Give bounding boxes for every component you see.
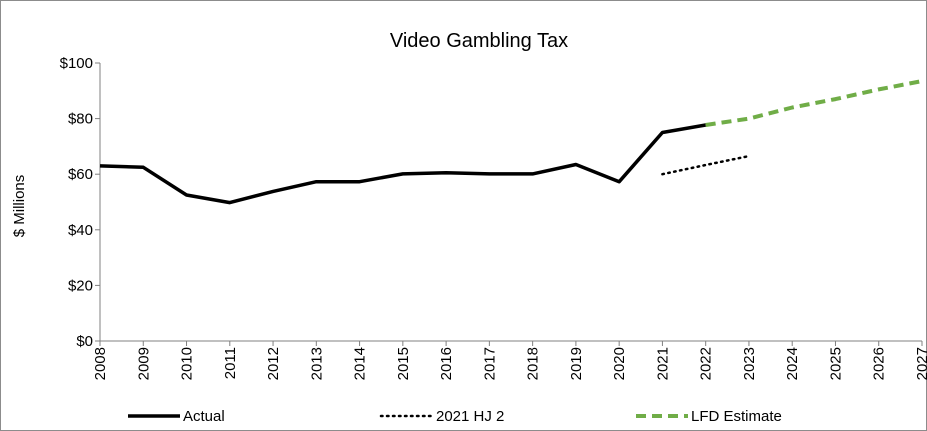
x-tick-label: 2015 <box>395 347 412 380</box>
y-axis-label: $ Millions <box>11 175 28 238</box>
y-tick-label: $20 <box>68 277 93 294</box>
y-tick-label: $80 <box>68 111 93 128</box>
x-tick-label: 2012 <box>265 347 282 380</box>
x-tick-label: 2026 <box>871 347 888 380</box>
series-line-actual <box>99 123 706 205</box>
x-tick-label: 2021 <box>654 347 671 380</box>
series-line-2021-hj-2 <box>661 154 751 176</box>
y-tick-label: $0 <box>76 333 93 350</box>
y-tick-label: $100 <box>60 55 93 72</box>
x-tick-label: 2018 <box>525 347 542 380</box>
chart-title: Video Gambling Tax <box>390 30 568 52</box>
series-lines <box>99 79 923 205</box>
y-tick-labels: $0 $20 $40 $60 $80 $100 <box>60 55 93 350</box>
x-tick-label: 2017 <box>481 347 498 380</box>
x-tick-label: 2019 <box>568 347 585 380</box>
x-tick-label: 2024 <box>784 347 801 380</box>
x-tick-label: 2016 <box>438 347 455 380</box>
y-tick-label: $60 <box>68 166 93 183</box>
series-line-lfd-estimate <box>705 79 923 127</box>
x-tick-label: 2014 <box>352 347 369 380</box>
legend-label: LFD Estimate <box>691 408 782 425</box>
axes <box>95 62 923 346</box>
x-tick-label: 2020 <box>611 347 628 380</box>
legend: Actual 2021 HJ 2 LFD Estimate <box>128 408 782 425</box>
x-tick-label: 2022 <box>698 347 715 380</box>
x-tick-label: 2009 <box>135 347 152 380</box>
x-tick-label: 2027 <box>914 347 927 380</box>
x-tick-label: 2023 <box>741 347 758 380</box>
x-tick-label: 2025 <box>827 347 844 380</box>
legend-label: Actual <box>183 408 225 425</box>
x-tick-label: 2008 <box>92 347 109 380</box>
x-tick-label: 2011 <box>222 347 239 379</box>
y-tick-label: $40 <box>68 222 93 239</box>
x-tick-label: 2013 <box>308 347 325 380</box>
legend-label: 2021 HJ 2 <box>436 408 504 425</box>
x-tick-label: 2010 <box>179 347 196 380</box>
x-tick-labels: 2008 2009 2010 2011 2012 2013 2014 2015 2016 2017… <box>92 347 927 380</box>
